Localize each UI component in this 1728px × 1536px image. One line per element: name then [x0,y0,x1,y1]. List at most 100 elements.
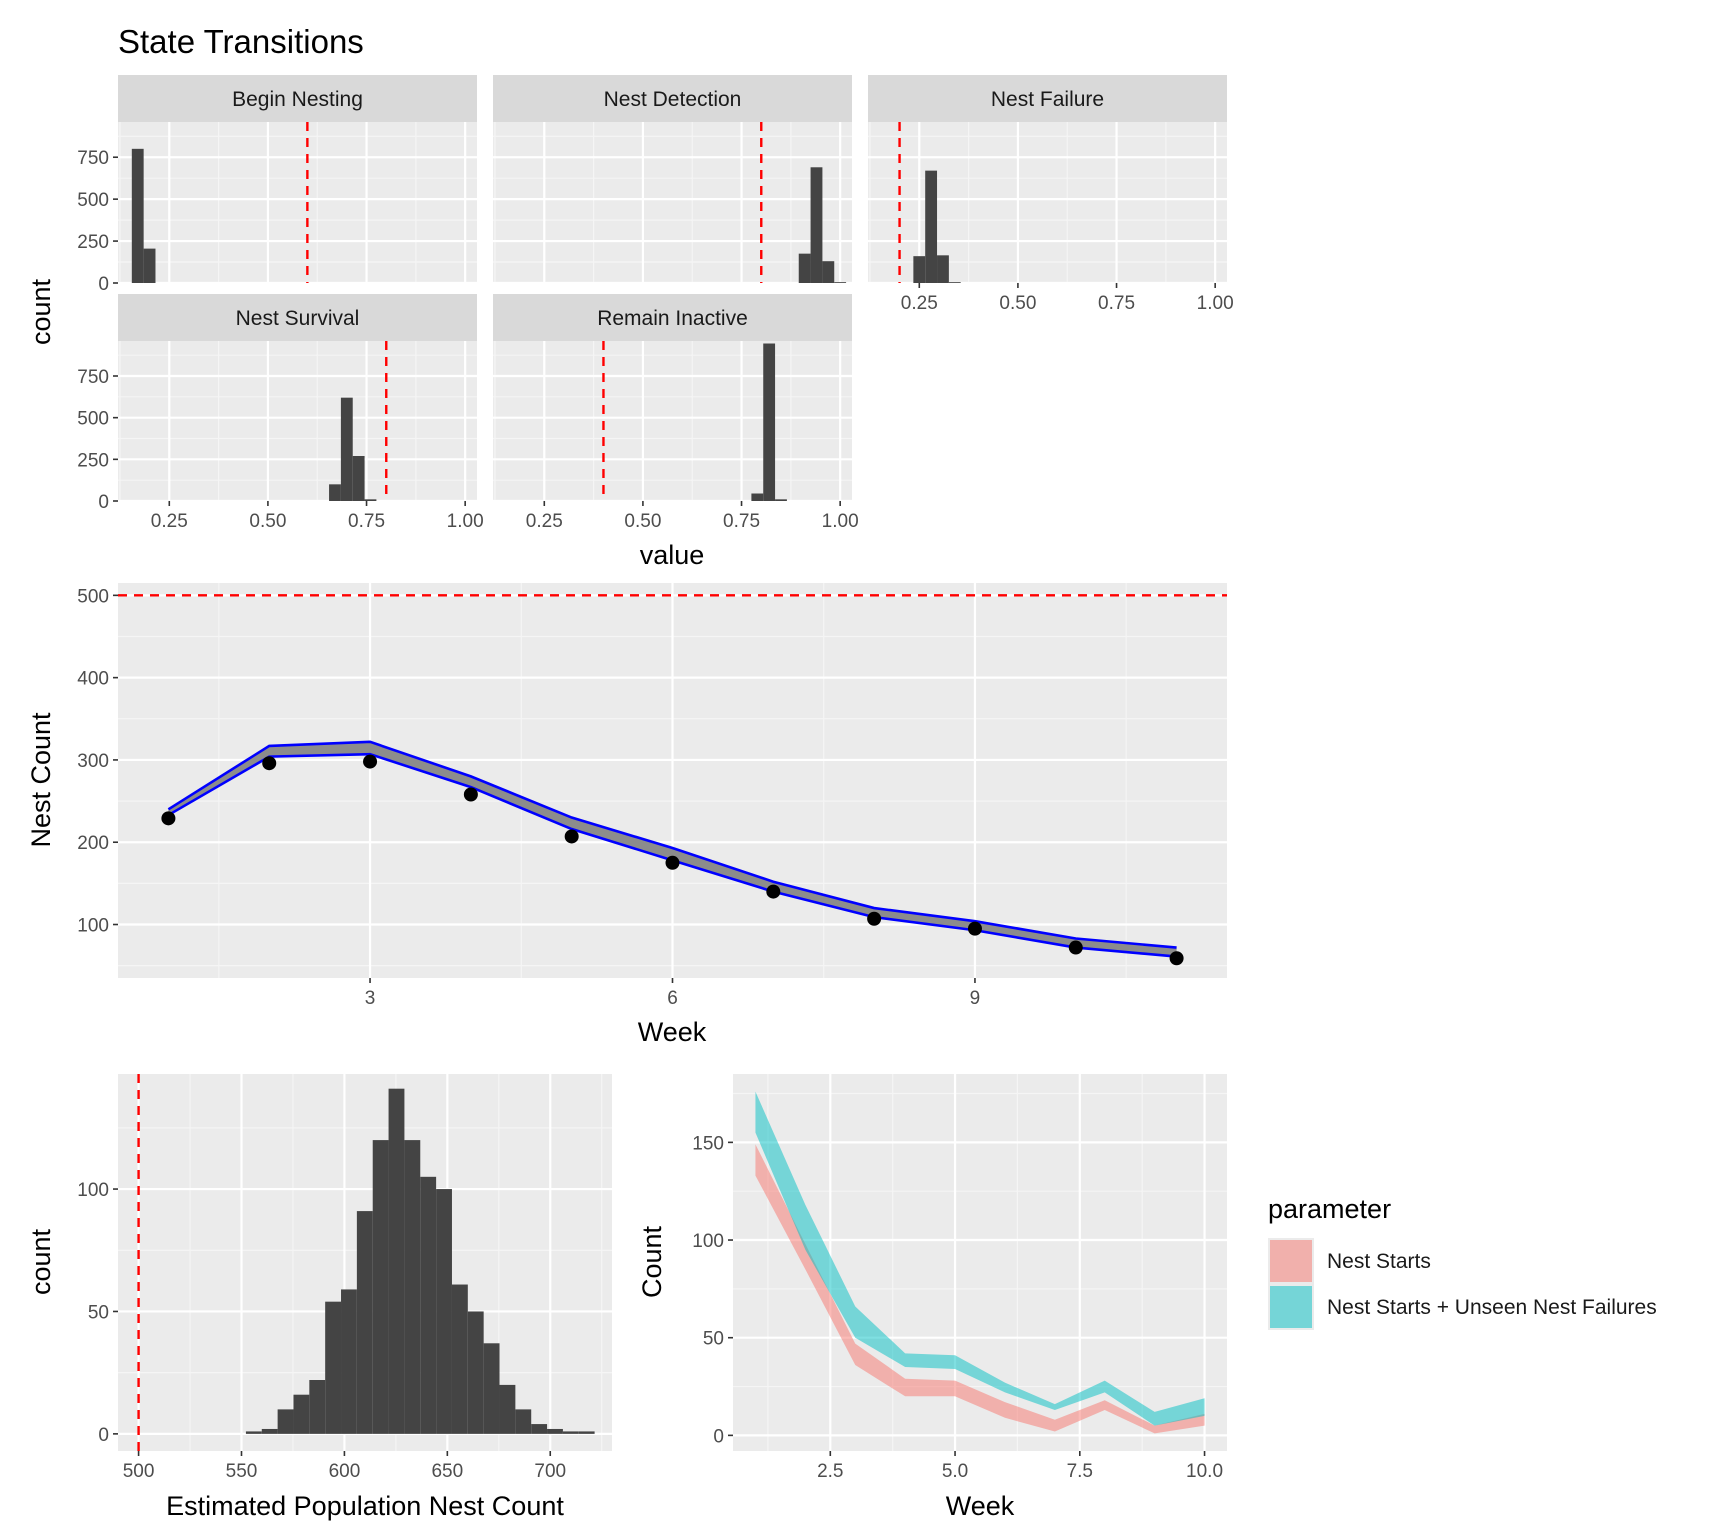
x-tick-label: 550 [226,1461,258,1482]
ribbon-nest-starts-unseen [755,1091,1205,1426]
y-axis-label: Nest Count [26,712,56,848]
histogram-bar [404,1140,421,1434]
x-tick-label: 0.25 [151,511,188,532]
x-axis-label: Estimated Population Nest Count [166,1491,564,1521]
y-tick-label: 250 [77,232,109,253]
y-tick-label: 400 [77,669,109,690]
y-tick-label: 0 [713,1426,724,1447]
x-tick-label: 700 [534,1461,566,1482]
facet-strip [493,75,852,122]
x-tick-label: 6 [667,988,678,1009]
population-nest-count-histogram: 500 550 600 650 700 0 50 100 count Estimated Popu… [26,1074,612,1521]
histogram-bar [937,255,949,283]
x-tick-label: 7.5 [1067,1461,1093,1482]
histogram-bar [798,253,811,283]
histogram-bar [499,1384,516,1434]
observed-point [1169,951,1184,966]
facet-strip-label: Begin Nesting [232,88,363,111]
y-axis-label: count [26,1228,56,1295]
observed-point [564,829,579,844]
facet-remain-inactive: Remain Inactive 0.25 0.50 0.75 1.00 [493,294,859,532]
y-tick-label: 500 [77,586,109,607]
facet-nest-detection: Nest Detection [493,75,852,285]
x-tick-label: 9 [970,988,981,1009]
histogram-bar [245,1431,262,1434]
legend-key [1270,1240,1312,1282]
histogram-bar [388,1088,405,1434]
histogram-bar [913,256,926,283]
x-tick-label: 0.50 [624,511,661,532]
y-tick-label: 50 [703,1329,724,1350]
y-tick-label: 50 [88,1302,109,1323]
facet-strip-label: Nest Survival [236,307,360,330]
histogram-bar [578,1431,595,1434]
histogram-bar [547,1428,563,1434]
y-tick-label: 0 [98,492,109,513]
histogram-bar [562,1431,579,1434]
x-tick-label: 10.0 [1186,1461,1223,1482]
y-tick-label: 100 [692,1231,724,1252]
x-tick-label: 0.75 [1098,293,1135,314]
histogram-bar [822,261,835,283]
histogram-bar [372,1140,389,1434]
legend: parameter Nest Starts Nest Starts + Unseen… [1268,1194,1657,1330]
x-tick-label: 0.50 [999,293,1036,314]
y-tick-label: 150 [692,1133,724,1154]
facet-strip-label: Nest Detection [604,88,742,111]
nest-count-chart: 3 6 9 100 200 300 400 500 Nest Count Week [26,583,1227,1047]
facet-strip [868,75,1227,122]
facet-strip-label: Remain Inactive [597,307,748,330]
observed-point [262,756,277,771]
figure-title: State Transitions [118,23,364,60]
x-tick-label: 0.25 [901,293,938,314]
x-tick-label: 1.00 [1197,293,1234,314]
facet-nest-failure: Nest Failure 0.25 0.50 0.75 1.00 [868,75,1234,314]
nest-starts-chart: 2.5 5.0 7.5 10.0 0 50 100 150 Count Week parameter… [637,1074,1657,1521]
histogram-bar [515,1409,532,1434]
x-tick-label: 3 [365,988,376,1009]
panel-background [493,122,852,283]
y-tick-label: 500 [77,409,109,430]
histogram-bar [436,1189,452,1434]
histogram-bar [143,248,156,283]
observed-point [967,921,982,936]
observed-point [867,911,882,926]
observed-point [161,811,176,826]
facet-strip [493,294,852,341]
legend-title: parameter [1268,1194,1391,1224]
x-tick-label: 650 [431,1461,463,1482]
y-tick-label: 300 [77,751,109,772]
x-tick-label: 600 [329,1461,361,1482]
histogram-bar [356,1211,373,1434]
histogram-bar [309,1380,326,1434]
x-tick-label: 1.00 [822,511,859,532]
x-tick-label: 0.25 [526,511,563,532]
y-tick-label: 500 [77,190,109,211]
histogram-bar [467,1311,484,1434]
histogram-bar [364,499,377,501]
band-upper-line [167,740,1177,949]
y-axis-label: count [26,278,56,345]
histogram-bar [329,484,341,501]
histogram-bar [352,456,365,501]
observed-point [463,787,478,802]
histogram-bar [948,282,961,283]
x-tick-label: 2.5 [817,1461,843,1482]
y-tick-label: 100 [77,916,109,937]
histogram-bar [451,1284,468,1434]
legend-label: Nest Starts + Unseen Nest Failures [1327,1296,1657,1319]
legend-label: Nest Starts [1327,1250,1431,1273]
legend-key [1270,1286,1312,1328]
histogram-bar [293,1394,310,1434]
state-transitions-histograms: Begin Nesting 0 250 500 750 Nest Detection Nes… [26,75,1234,570]
histogram-bar [325,1301,342,1434]
y-tick-label: 0 [98,274,109,295]
ribbon-nest-starts [755,1144,1205,1434]
histogram-bar [810,167,823,283]
y-tick-label: 100 [77,1180,109,1201]
panel-background [118,122,477,283]
facet-begin-nesting: Begin Nesting 0 250 500 750 [77,75,477,295]
histogram-bar [341,1289,357,1434]
facet-strip [118,294,477,341]
y-tick-label: 750 [77,148,109,169]
